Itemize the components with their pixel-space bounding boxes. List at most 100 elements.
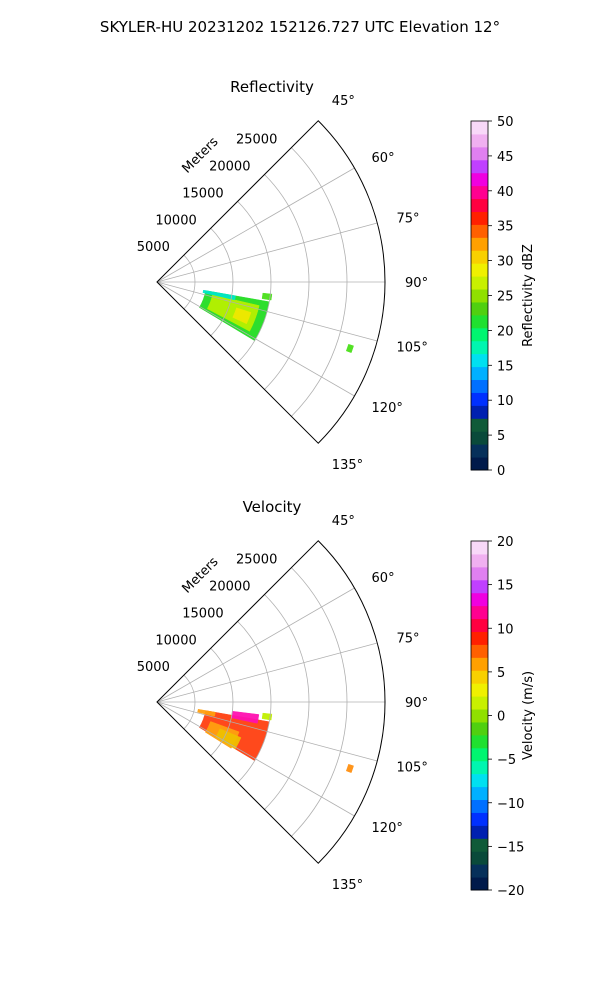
colorbar-tick-label: −20 [497,884,524,899]
colorbar-bin [471,877,488,891]
radial-tick-label: 20000 [209,580,250,595]
colorbar-bin [471,579,488,594]
azimuth-tick-label: 75° [397,211,420,226]
colorbar-bin [471,314,488,329]
figure-title: SKYLER-HU 20231202 152126.727 UTC Elevat… [100,18,500,36]
velocity-panel: Velocity 45° 60° 75° 90° 105° 120° 135° 5000 1000… [137,498,536,899]
colorbar-tick-label: 15 [497,579,514,594]
colorbar-bin [471,340,488,355]
colorbar-bin [471,696,488,710]
grid-spoke [156,642,378,703]
echo-region-orange [197,708,216,717]
radial-tick-label: 10000 [155,633,196,648]
azimuth-tick-label: 60° [372,151,395,166]
colorbar-bin [471,392,488,406]
colorbar-label: Velocity (m/s) [521,671,536,760]
radial-tick-label: 15000 [182,606,223,621]
reflectivity-panel: Reflectivity 45° 60° 75° 90° 105° 120° 135° 5000… [137,78,536,479]
azimuth-tick-label: 135° [332,878,363,893]
colorbar-bin [471,657,488,671]
azimuth-tick-label: 90° [405,276,428,291]
colorbar-tick-label: 35 [497,220,514,235]
grid-spoke [156,701,378,762]
colorbar-tick-label: 5 [497,429,505,444]
colorbar-bin [471,327,488,342]
colorbar-tick-label: 10 [497,622,514,637]
colorbar-bin [471,760,488,775]
colorbar-bin [471,198,488,212]
colorbar-tick-label: 50 [497,115,514,130]
azimuth-tick-label: 75° [397,631,420,646]
colorbar-bin [471,618,488,632]
colorbar-bin [471,379,488,393]
grid-spoke [156,222,378,283]
radial-tick-label: 25000 [236,553,277,568]
colorbar-bin [471,159,488,174]
colorbar-tick-label: −10 [497,797,524,812]
colorbar-bin [471,838,488,852]
colorbar-bin [471,121,488,135]
echo-region-cyan [202,289,236,301]
colorbar-bin [471,146,488,161]
colorbar-tick-label: 20 [497,535,514,550]
sector-outline [156,540,386,864]
colorbar-bin [471,773,488,788]
colorbar-bin [471,566,488,581]
colorbar-tick-label: 0 [497,710,505,725]
colorbar-bin [471,289,488,303]
colorbar-bin [471,799,488,813]
colorbar-bin [471,864,488,878]
azimuth-tick-label: 45° [332,514,355,529]
grid-spoke [156,167,355,283]
colorbar-bin [471,444,488,458]
radial-tick-label: 10000 [155,213,196,228]
colorbar-bin [471,431,488,445]
azimuth-tick-label: 45° [332,94,355,109]
echo-region-yellow-green [261,712,273,721]
colorbar-bin [471,851,488,865]
colorbar-tick-label: 15 [497,359,514,374]
colorbar-bin [471,418,488,432]
colorbar-bin [471,405,488,419]
colorbar-bin [471,237,488,251]
colorbar-bin [471,172,488,187]
colorbar-label: Reflectivity dBZ [521,244,536,347]
colorbar-tick-label: 30 [497,255,514,270]
colorbar-bin [471,250,488,264]
colorbar-bin [471,185,488,200]
panel-title: Velocity [243,498,302,516]
azimuth-tick-label: 120° [372,821,403,836]
colorbar-bin [471,605,488,620]
colorbar-bin [471,263,488,277]
azimuth-tick-label: 105° [397,761,428,776]
colorbar-bin [471,353,488,368]
colorbar-bin [471,683,488,697]
azimuth-tick-label: 135° [332,458,363,473]
colorbar-bin [471,709,488,723]
azimuth-tick-label: 120° [372,401,403,416]
colorbar-bin [471,812,488,826]
colorbar-tick-label: 5 [497,666,505,681]
radial-tick-label: 20000 [209,160,250,175]
colorbar-bin [471,211,488,225]
azimuth-tick-label: 105° [397,341,428,356]
colorbar-tick-label: 10 [497,394,514,409]
colorbar-bin [471,631,488,645]
colorbar-tick-label: −5 [497,753,516,768]
grid-spoke [156,587,355,703]
azimuth-tick-label: 60° [372,571,395,586]
colorbar-bin [471,276,488,290]
colorbar-bin [471,553,488,568]
colorbar-bin [471,644,488,658]
colorbar-bin [471,786,488,801]
radial-tick-label: 25000 [236,133,277,148]
echo-region-yellow [215,728,242,750]
colorbar-tick-label: 25 [497,290,514,305]
sector-outline [156,120,386,444]
grid-spoke [156,701,355,817]
colorbar-bin [471,541,488,555]
colorbar-tick-label: 20 [497,324,514,339]
colorbar-bin [471,366,488,381]
panel-title: Reflectivity [230,78,314,96]
azimuth-tick-label: 90° [405,696,428,711]
